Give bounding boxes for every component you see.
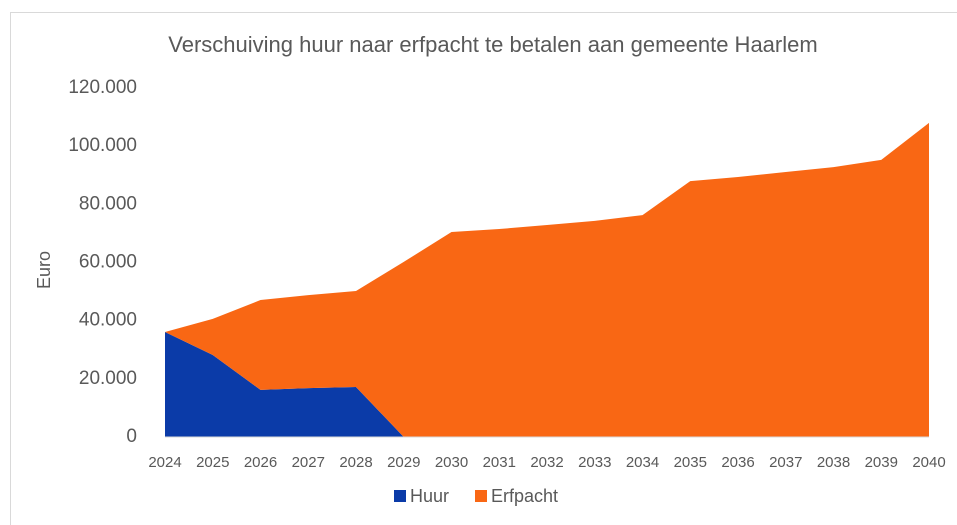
x-tick-label: 2037 [769, 454, 802, 471]
y-tick-label: 120.000 [68, 77, 137, 98]
x-tick-label: 2040 [912, 454, 945, 471]
x-tick-label: 2034 [626, 454, 659, 471]
legend-swatch [475, 490, 487, 502]
x-tick-label: 2038 [817, 454, 850, 471]
x-tick-label: 2032 [530, 454, 563, 471]
area [165, 332, 929, 437]
legend-swatch [394, 490, 406, 502]
x-tick-label: 2039 [865, 454, 898, 471]
chart-title: Verschuiving huur naar erfpacht te betal… [168, 32, 817, 57]
x-tick-label: 2033 [578, 454, 611, 471]
x-tick-label: 2035 [674, 454, 707, 471]
legend-label: Huur [410, 486, 449, 506]
x-tick-label: 2026 [244, 454, 277, 471]
x-tick-label: 2031 [483, 454, 516, 471]
y-axis-label: Euro [34, 251, 54, 289]
x-tick-label: 2024 [148, 454, 181, 471]
y-tick-label: 100.000 [68, 135, 137, 156]
area [165, 122, 929, 438]
y-tick-label: 20.000 [79, 368, 137, 389]
x-tick-label: 2029 [387, 454, 420, 471]
y-tick-label: 60.000 [79, 252, 137, 273]
x-tick-label: 2027 [292, 454, 325, 471]
legend-label: Erfpacht [491, 486, 558, 506]
y-tick-label: 40.000 [79, 310, 137, 331]
y-tick-label: 80.000 [79, 193, 137, 214]
x-tick-label: 2030 [435, 454, 468, 471]
y-tick-label: 0 [126, 426, 137, 447]
x-tick-label: 2025 [196, 454, 229, 471]
x-tick-label: 2028 [339, 454, 372, 471]
x-tick-label: 2036 [721, 454, 754, 471]
